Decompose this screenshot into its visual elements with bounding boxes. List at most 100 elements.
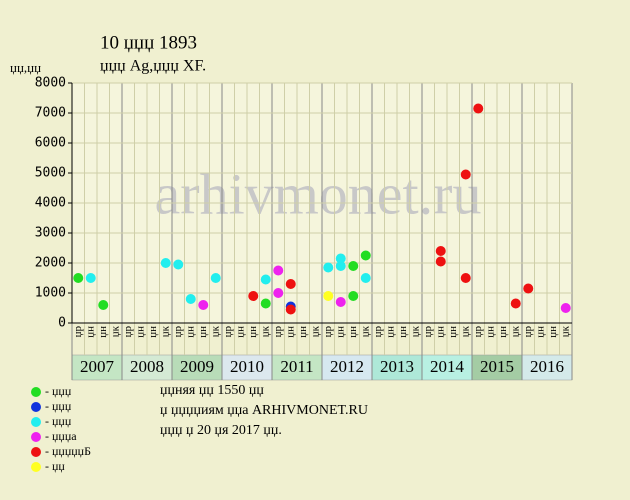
point (260, 298, 271, 309)
point (360, 250, 371, 261)
x-tick-label: џн (397, 326, 409, 338)
point (260, 274, 271, 285)
point (335, 261, 346, 271)
point (273, 265, 284, 276)
year-label: 2012 (330, 357, 364, 376)
point (348, 291, 359, 301)
year-label: 2015 (480, 357, 514, 376)
x-tick-label: џн (147, 326, 159, 338)
x-tick-label: џн (247, 326, 259, 338)
legend-label: - џџџ (45, 399, 72, 413)
x-tick-label: џн (134, 326, 146, 338)
x-tick-label: џр (322, 326, 334, 338)
point (323, 291, 334, 301)
y-tick-label: 1000 (35, 286, 66, 301)
year-label: 2009 (180, 357, 214, 376)
note: џџняя џџ 1550 џџ (160, 383, 264, 398)
point (160, 258, 171, 268)
y-tick-label: 6000 (35, 136, 66, 151)
x-tick-label: џр (422, 326, 434, 338)
x-tick-label: џк (209, 325, 221, 337)
legend-marker (31, 447, 41, 457)
point (335, 297, 346, 307)
note: џџџ џ 20 џя 2017 џџ. (160, 423, 282, 438)
legend-label: - џџџ (45, 414, 72, 428)
x-tick-label: џк (559, 325, 571, 337)
x-tick-label: џк (259, 325, 271, 337)
y-axis-label: џџ,џџ (10, 60, 41, 75)
x-tick-label: џк (309, 325, 321, 337)
watermark: arhivmonet.ru (155, 161, 482, 226)
year-band (321, 354, 373, 381)
x-tick-label: џн (97, 326, 109, 338)
year-band (371, 354, 423, 381)
x-tick-label: џн (297, 326, 309, 338)
legend-label: - џџ (45, 459, 65, 473)
x-tick-label: џр (522, 326, 534, 338)
point (285, 304, 296, 315)
legend-label: - џџџа (45, 429, 77, 443)
x-tick-label: џр (472, 326, 484, 338)
point (360, 273, 371, 283)
x-tick-label: џн (347, 326, 359, 338)
point (510, 298, 521, 309)
y-tick-label: 5000 (35, 166, 66, 181)
point (73, 273, 84, 283)
point (98, 300, 109, 310)
year-band (271, 354, 323, 381)
point (473, 103, 484, 114)
year-label: 2011 (280, 357, 313, 376)
legend-marker (31, 387, 41, 397)
x-tick-label: џр (222, 326, 234, 338)
x-tick-label: џн (334, 326, 346, 338)
point (460, 273, 471, 283)
x-tick-label: џр (372, 326, 384, 338)
x-tick-label: џн (547, 326, 559, 338)
y-tick-label: 8000 (35, 76, 66, 91)
legend-label: - џџџџџБ (45, 444, 91, 458)
point (173, 259, 184, 270)
y-tick-label: 7000 (35, 106, 66, 121)
point (460, 169, 471, 180)
x-tick-label: џк (509, 325, 521, 337)
x-tick-label: џн (197, 326, 209, 338)
point (435, 256, 446, 267)
y-tick-label: 0 (58, 316, 66, 331)
year-label: 2014 (430, 357, 465, 376)
x-tick-label: џн (384, 326, 396, 338)
year-label: 2016 (530, 357, 564, 376)
point (210, 273, 221, 283)
legend-label: - џџџ (45, 384, 72, 398)
x-tick-label: џк (359, 325, 371, 337)
x-tick-label: џк (109, 325, 121, 337)
legend-marker (31, 402, 41, 412)
point (273, 288, 284, 298)
x-tick-label: џн (234, 326, 246, 338)
chart-subtitle: џџџ Ag,џџџ XF. (100, 58, 206, 75)
point (560, 303, 571, 313)
point (348, 261, 359, 271)
year-label: 2007 (80, 357, 115, 376)
year-band (171, 354, 223, 381)
x-tick-label: џр (272, 326, 284, 338)
point (285, 279, 296, 289)
year-band (221, 354, 273, 381)
point (85, 273, 96, 283)
x-tick-label: џн (497, 326, 509, 338)
x-tick-label: џн (84, 326, 96, 338)
x-tick-label: џн (434, 326, 446, 338)
y-tick-label: 3000 (35, 226, 66, 241)
year-band (71, 354, 123, 381)
note: џ џџџџиям џџа ARHIVMONET.RU (160, 403, 368, 418)
x-tick-label: џр (122, 326, 134, 338)
point (198, 300, 209, 310)
x-tick-label: џк (159, 325, 171, 337)
year-label: 2013 (380, 357, 414, 376)
x-tick-label: џк (409, 325, 421, 337)
legend-marker (31, 432, 41, 442)
x-tick-label: џр (72, 326, 84, 338)
point (248, 291, 259, 301)
x-tick-label: џк (459, 325, 471, 337)
x-tick-label: џн (447, 326, 459, 338)
point (523, 283, 534, 294)
